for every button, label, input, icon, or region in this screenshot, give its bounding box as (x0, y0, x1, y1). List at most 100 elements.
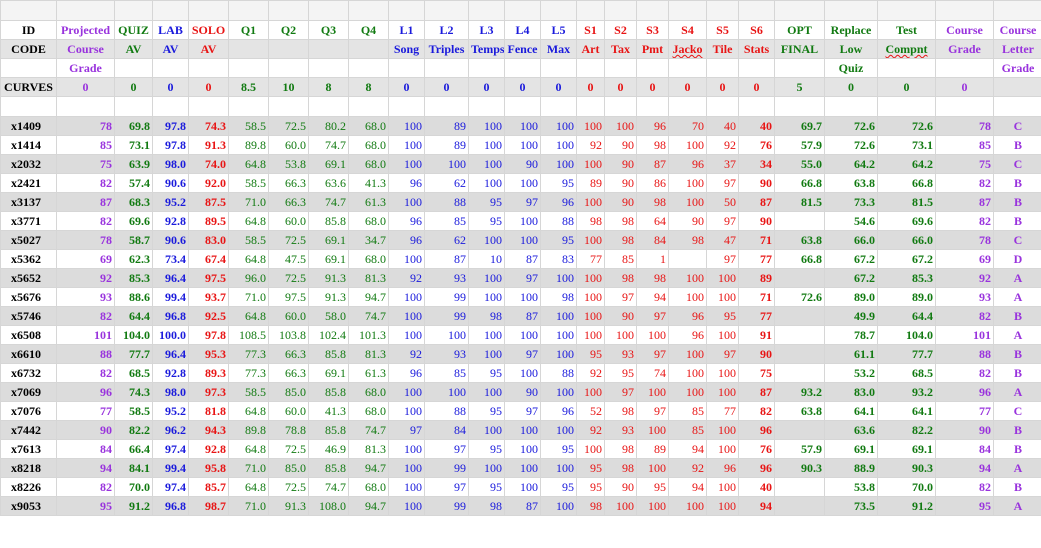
cell[interactable]: 91.3 (308, 287, 349, 307)
cell[interactable]: 97.4 (152, 439, 189, 459)
cell[interactable]: 100 (540, 306, 577, 326)
cell[interactable]: 82 (935, 306, 994, 326)
cell[interactable]: 100 (388, 249, 425, 269)
cell[interactable]: 88 (540, 211, 577, 231)
cell[interactable]: 69.1 (824, 439, 878, 459)
row-label-cell[interactable]: CURVES (0, 77, 57, 97)
cell[interactable]: Compnt (877, 39, 936, 59)
cell[interactable]: L1 (388, 20, 425, 40)
cell[interactable]: AV (188, 39, 229, 59)
cell[interactable]: 99.4 (152, 458, 189, 478)
row-label-cell[interactable]: x7442 (0, 420, 57, 440)
cell[interactable]: 100 (576, 154, 605, 174)
cell[interactable]: 97.8 (152, 135, 189, 155)
cell[interactable]: 57.9 (774, 135, 825, 155)
cell[interactable]: 64.8 (228, 211, 269, 231)
cell[interactable]: 74.7 (308, 192, 349, 212)
cell[interactable]: 84.1 (114, 458, 153, 478)
cell[interactable]: 98 (604, 401, 637, 421)
cell[interactable]: 87 (504, 249, 541, 269)
cell[interactable]: 100 (504, 211, 541, 231)
cell[interactable]: 100 (576, 192, 605, 212)
cell[interactable]: 93.2 (774, 382, 825, 402)
cell[interactable]: 100 (468, 287, 505, 307)
cell[interactable]: 96 (668, 325, 707, 345)
cell[interactable]: 85.3 (114, 268, 153, 288)
cell[interactable]: 100 (604, 325, 637, 345)
cell[interactable]: 72.5 (268, 439, 309, 459)
cell[interactable]: 77 (576, 249, 605, 269)
cell[interactable]: 64.1 (877, 401, 936, 421)
cell[interactable]: 87 (738, 382, 775, 402)
cell[interactable]: 89 (424, 116, 469, 136)
cell[interactable]: 77 (935, 401, 994, 421)
cell[interactable]: 90 (604, 192, 637, 212)
cell[interactable]: 97 (504, 268, 541, 288)
cell[interactable]: 95 (576, 344, 605, 364)
cell[interactable]: A (993, 496, 1041, 516)
row-label-cell[interactable]: x9053 (0, 496, 57, 516)
cell[interactable]: 96 (388, 230, 425, 250)
cell[interactable] (774, 363, 825, 383)
cell[interactable]: Q4 (348, 20, 389, 40)
cell[interactable]: 0 (706, 77, 739, 97)
cell[interactable]: C (993, 154, 1041, 174)
cell[interactable]: 95 (468, 363, 505, 383)
cell[interactable]: 96 (668, 306, 707, 326)
cell[interactable]: 34 (738, 154, 775, 174)
cell[interactable]: 100 (540, 344, 577, 364)
cell[interactable]: 97.5 (268, 287, 309, 307)
cell[interactable]: 94.7 (348, 287, 389, 307)
cell[interactable]: 100 (636, 325, 669, 345)
cell[interactable]: 83.0 (824, 382, 878, 402)
cell[interactable]: 100 (636, 420, 669, 440)
cell[interactable]: B (993, 211, 1041, 231)
cell[interactable]: 89 (636, 439, 669, 459)
cell[interactable]: 62 (424, 230, 469, 250)
cell[interactable]: 47 (706, 230, 739, 250)
cell[interactable]: 96.4 (152, 344, 189, 364)
cell[interactable]: 75 (738, 363, 775, 383)
cell[interactable]: 98 (636, 268, 669, 288)
cell[interactable]: 100 (706, 325, 739, 345)
cell[interactable]: 100 (576, 382, 605, 402)
cell[interactable]: 96 (668, 154, 707, 174)
strip-cell[interactable] (935, 0, 994, 21)
cell[interactable]: B (993, 420, 1041, 440)
cell[interactable]: 100 (540, 420, 577, 440)
cell[interactable]: 69.1 (308, 154, 349, 174)
cell[interactable]: 82 (56, 306, 115, 326)
cell[interactable]: 98 (636, 192, 669, 212)
cell[interactable]: 82 (56, 211, 115, 231)
cell[interactable]: 104.0 (114, 325, 153, 345)
row-label-cell[interactable]: x5362 (0, 249, 57, 269)
strip-cell[interactable] (56, 0, 115, 21)
cell[interactable] (114, 96, 153, 117)
cell[interactable]: 64.4 (877, 306, 936, 326)
strip-cell[interactable] (348, 0, 389, 21)
cell[interactable]: 100 (424, 154, 469, 174)
cell[interactable]: 95 (935, 496, 994, 516)
cell[interactable]: 85 (56, 135, 115, 155)
cell[interactable]: 95 (56, 496, 115, 516)
cell[interactable]: Grade (935, 39, 994, 59)
cell[interactable]: 101 (935, 325, 994, 345)
row-label-cell[interactable] (0, 58, 57, 78)
cell[interactable]: 85.8 (308, 458, 349, 478)
cell[interactable]: OPT (774, 20, 825, 40)
cell[interactable]: 97 (636, 401, 669, 421)
cell[interactable]: 77 (738, 306, 775, 326)
cell[interactable]: 85.7 (188, 477, 229, 497)
cell[interactable]: 92.5 (188, 306, 229, 326)
cell[interactable]: 97 (604, 287, 637, 307)
row-label-cell[interactable]: x2421 (0, 173, 57, 193)
cell[interactable] (0, 96, 57, 117)
cell[interactable]: 100 (706, 496, 739, 516)
cell[interactable]: 0 (604, 77, 637, 97)
cell[interactable] (114, 58, 153, 78)
cell[interactable]: FINAL (774, 39, 825, 59)
cell[interactable]: S6 (738, 20, 775, 40)
cell[interactable]: 100 (576, 268, 605, 288)
cell[interactable]: 77.3 (228, 363, 269, 383)
cell[interactable]: 90 (604, 306, 637, 326)
